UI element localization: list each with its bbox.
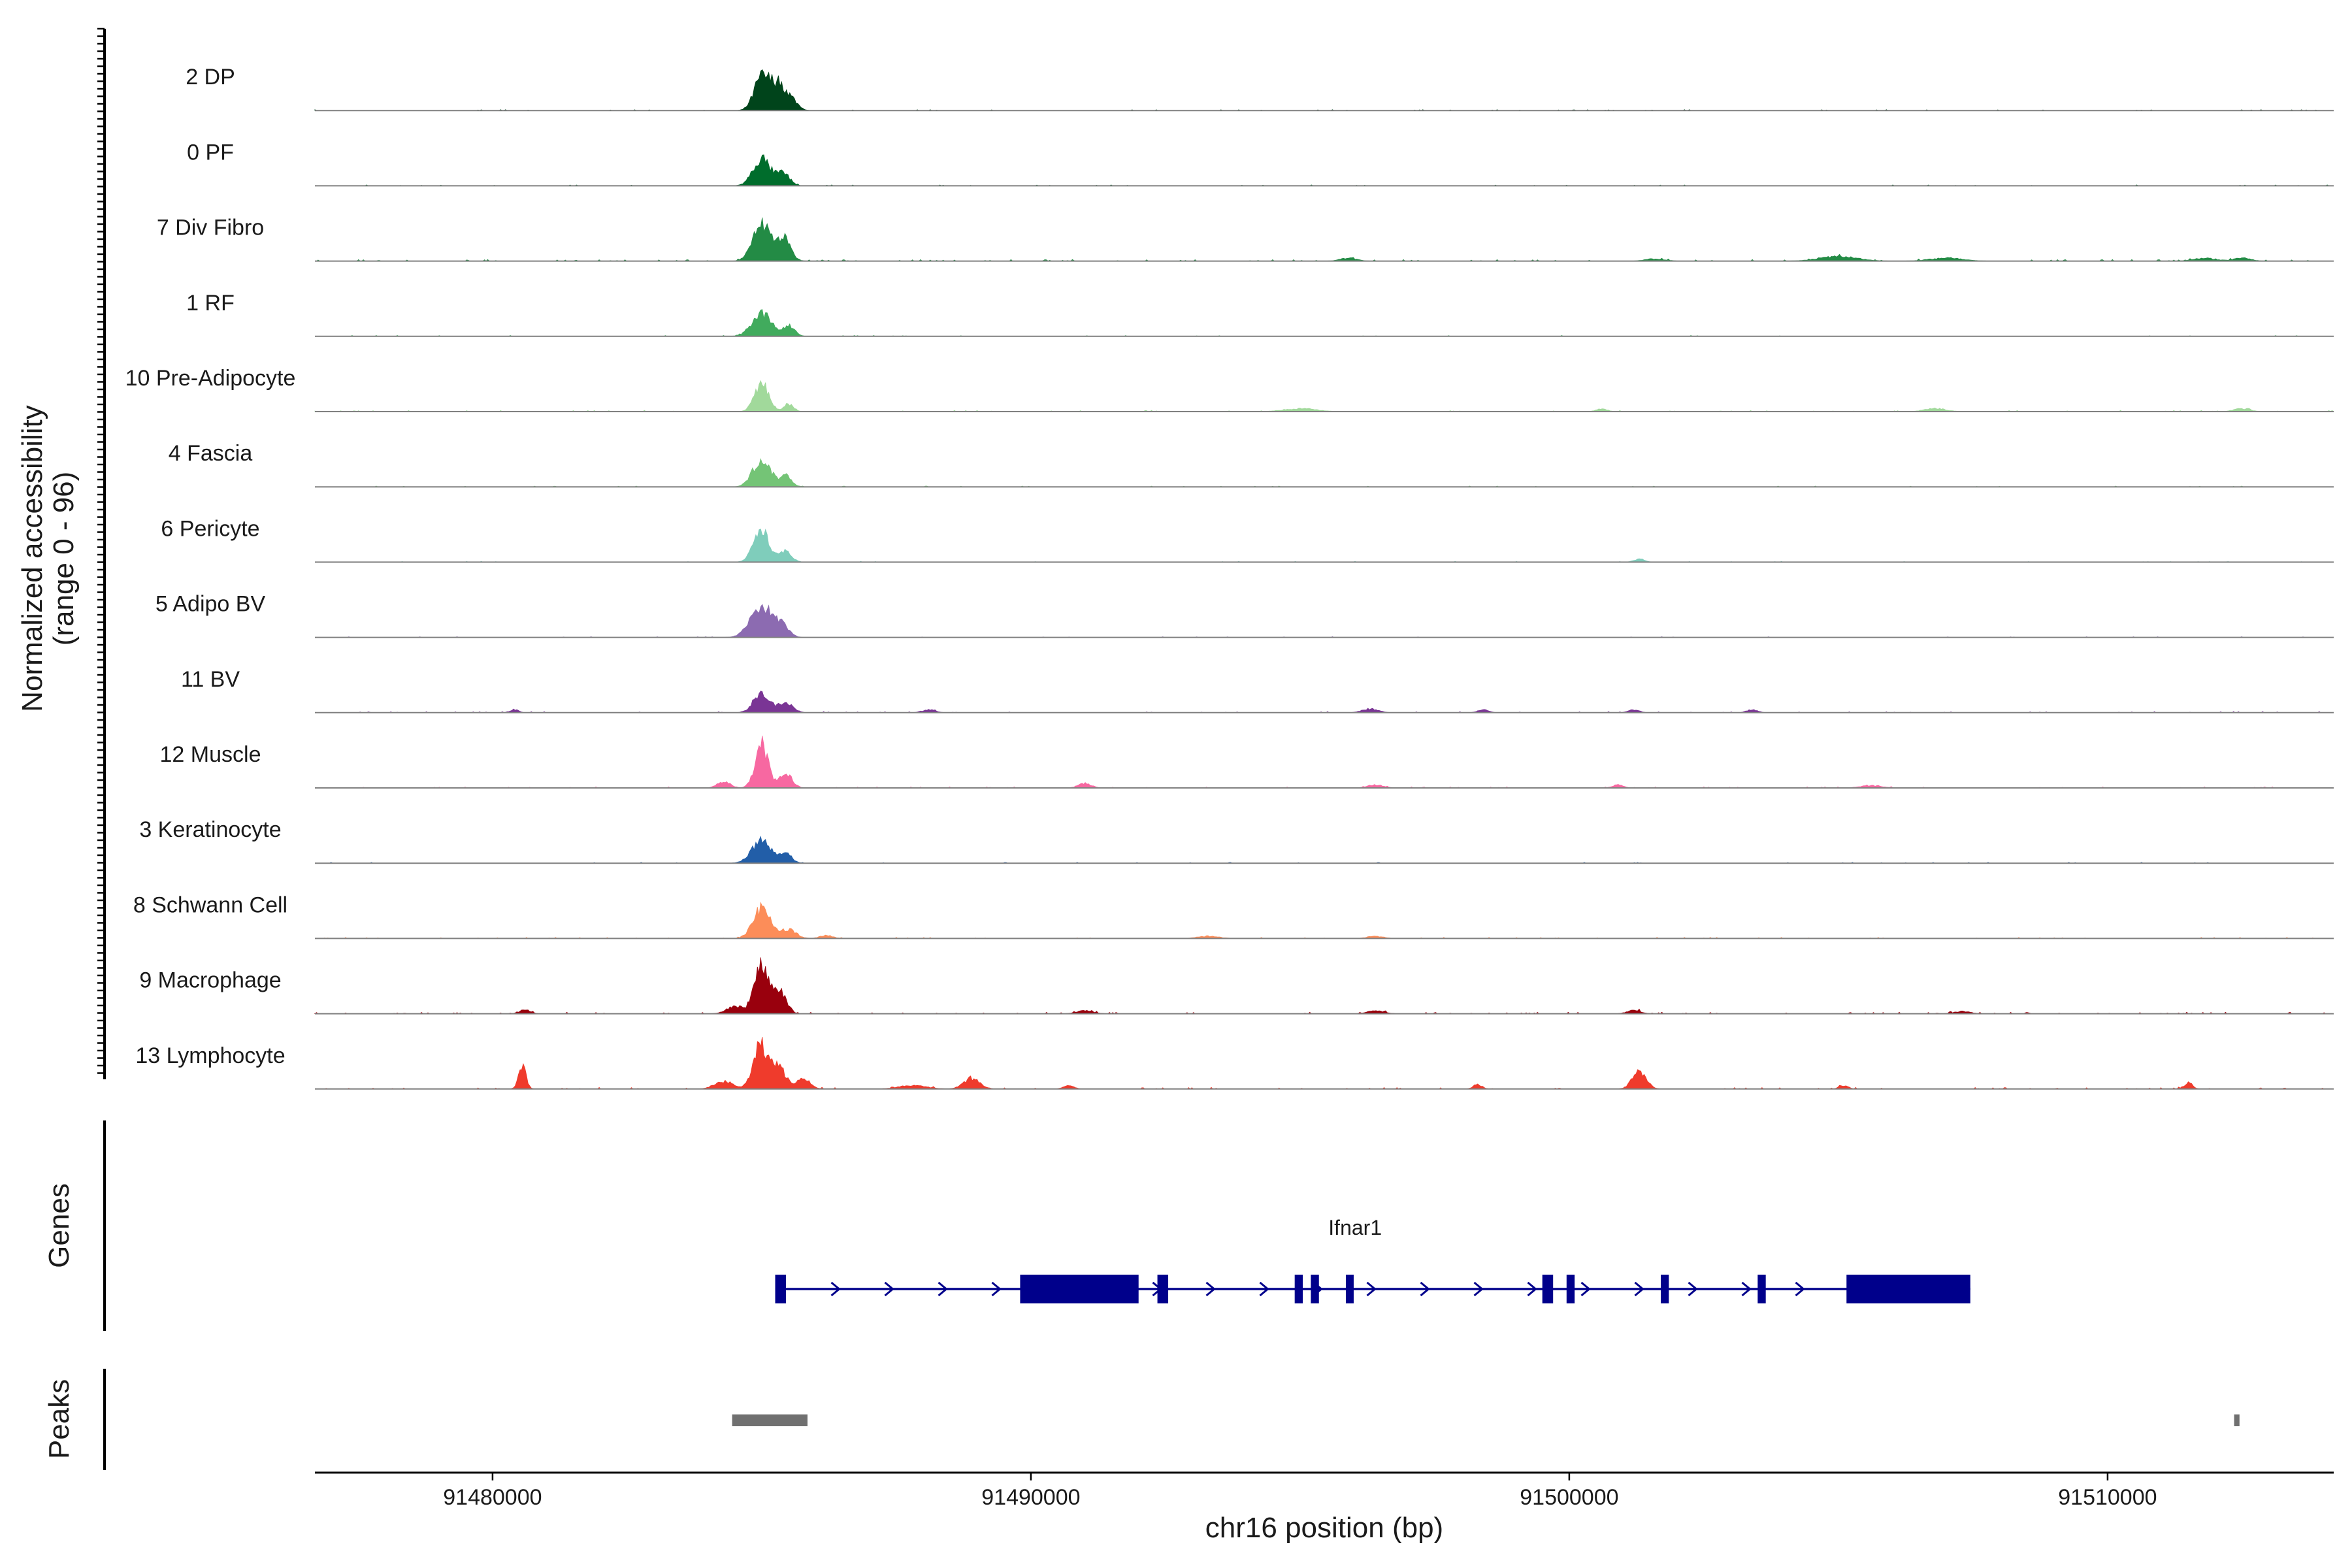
- peak-region: [2234, 1414, 2240, 1426]
- strand-arrow: [1795, 1281, 1805, 1297]
- strand-arrow: [1527, 1281, 1537, 1297]
- coverage-track: 13 Lymphocyte: [135, 1037, 2334, 1090]
- track-label: 11 BV: [181, 667, 240, 692]
- strand-arrow: [991, 1281, 1002, 1297]
- gene-exon: [1345, 1275, 1354, 1303]
- x-tick-label: 91510000: [2058, 1485, 2157, 1510]
- track-label: 13 Lymphocyte: [135, 1043, 285, 1068]
- track-label: 8 Schwann Cell: [133, 892, 287, 917]
- track-label: 9 Macrophage: [139, 968, 281, 993]
- gene-exon: [775, 1275, 786, 1303]
- coverage-track: 10 Pre-Adipocyte: [125, 366, 2335, 412]
- gene: Ifnar1: [775, 1216, 1970, 1303]
- peaks-panel-label: Peaks: [43, 1379, 75, 1459]
- strand-arrow: [1366, 1281, 1377, 1297]
- strand-arrow: [1420, 1281, 1430, 1297]
- x-tick-label: 91480000: [443, 1485, 542, 1510]
- coverage-area: [315, 1037, 2334, 1090]
- coverage-track: 9 Macrophage: [139, 957, 2334, 1015]
- coverage-track: 3 Keratinocyte: [139, 817, 2334, 864]
- gene-exon: [1846, 1275, 1970, 1303]
- coverage-track: 0 PF: [187, 140, 2334, 187]
- gene-exon: [1566, 1275, 1575, 1303]
- coverage-area: [315, 604, 2334, 638]
- x-axis-title: chr16 position (bp): [1205, 1512, 1443, 1544]
- strand-arrow: [1741, 1281, 1752, 1297]
- y-axis-title-line1: Normalized accessibility: [16, 405, 48, 711]
- coverage-track: 6 Pericyte: [161, 516, 2334, 563]
- genes-track: Ifnar1: [775, 1216, 1970, 1303]
- coverage-track: 5 Adipo BV: [155, 592, 2334, 638]
- coverage-area: [315, 529, 2334, 563]
- strand-arrow: [938, 1281, 948, 1297]
- gene-exon: [1757, 1275, 1766, 1303]
- strand-arrow: [884, 1281, 894, 1297]
- coverage-area: [314, 957, 2334, 1015]
- coverage-area: [315, 736, 2334, 789]
- coverage-tracks: 2 DP 0 PF 7 Div Fibro 1 RF 10 Pre-Adipocyte 4…: [125, 65, 2335, 1090]
- track-label: 4 Fascia: [169, 441, 253, 466]
- x-axis-ticks: 91480000 91490000 91500000 91510000: [443, 1473, 2157, 1510]
- strand-arrow: [1688, 1281, 1698, 1297]
- peak-region: [732, 1414, 808, 1426]
- strand-arrow: [1473, 1281, 1484, 1297]
- coverage-area: [315, 458, 2334, 487]
- track-label: 2 DP: [186, 65, 235, 90]
- gene-exon: [1020, 1275, 1139, 1303]
- x-tick-label: 91490000: [981, 1485, 1080, 1510]
- track-label: 3 Keratinocyte: [139, 817, 281, 842]
- coverage-area: [315, 154, 2334, 186]
- gene-exon: [1542, 1275, 1554, 1303]
- coverage-track: 1 RF: [186, 291, 2334, 337]
- y-axis-title-line2: (range 0 - 96): [48, 472, 80, 646]
- gene-exon: [1157, 1275, 1169, 1303]
- coverage-area: [314, 380, 2335, 412]
- coverage-area: [315, 691, 2334, 713]
- y-axis-title: Normalized accessibility (range 0 - 96): [16, 405, 80, 711]
- track-label: 12 Muscle: [160, 742, 261, 767]
- gene-exon: [1661, 1275, 1669, 1303]
- track-label: 7 Div Fibro: [157, 216, 264, 240]
- coverage-track: 7 Div Fibro: [157, 216, 2334, 262]
- coverage-track: 12 Muscle: [160, 736, 2334, 789]
- coverage-track: 8 Schwann Cell: [133, 892, 2334, 939]
- gene-exon: [1294, 1275, 1303, 1303]
- coverage-area: [315, 217, 2334, 262]
- coverage-area: [315, 836, 2334, 864]
- track-label: 0 PF: [187, 140, 234, 165]
- gene-name: Ifnar1: [1328, 1216, 1382, 1239]
- strand-arrow: [1259, 1281, 1269, 1297]
- strand-arrow: [1580, 1281, 1591, 1297]
- peaks-track: [732, 1414, 2240, 1426]
- strand-arrow: [1205, 1281, 1216, 1297]
- coverage-track: 2 DP: [186, 65, 2334, 112]
- strand-arrow: [1634, 1281, 1644, 1297]
- coverage-area: [314, 69, 2334, 111]
- coverage-area: [315, 309, 2334, 337]
- coverage-area: [315, 902, 2334, 939]
- track-label: 10 Pre-Adipocyte: [125, 366, 296, 391]
- strand-arrow: [830, 1281, 841, 1297]
- track-label: 6 Pericyte: [161, 516, 259, 541]
- genes-panel-label: Genes: [43, 1183, 75, 1268]
- gene-exon: [1311, 1275, 1319, 1303]
- track-label: 5 Adipo BV: [155, 592, 266, 617]
- coverage-track: 11 BV: [181, 667, 2334, 713]
- track-label: 1 RF: [186, 291, 235, 316]
- x-tick-label: 91500000: [1520, 1485, 1618, 1510]
- coverage-track: 4 Fascia: [169, 441, 2334, 488]
- coverage-y-ticks: [97, 27, 105, 1074]
